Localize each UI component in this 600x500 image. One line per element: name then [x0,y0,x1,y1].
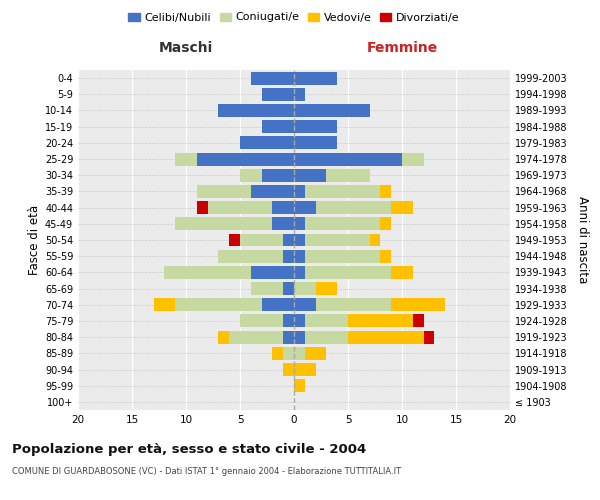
Bar [391,298,445,311]
Bar [305,266,391,279]
Bar [251,282,283,295]
Bar [229,330,283,344]
Bar [262,120,294,133]
Text: Popolazione per età, sesso e stato civile - 2004: Popolazione per età, sesso e stato civil… [12,442,366,456]
Bar [251,185,294,198]
Bar [380,218,391,230]
Bar [316,298,391,311]
Bar [262,88,294,101]
Bar [208,201,272,214]
Bar [305,218,380,230]
Bar [348,314,413,328]
Bar [218,330,229,344]
Bar [154,298,175,311]
Bar [294,104,370,117]
Text: Femmine: Femmine [367,41,437,55]
Bar [283,250,294,262]
Bar [240,169,262,181]
Bar [218,250,283,262]
Bar [305,347,326,360]
Bar [294,282,316,295]
Bar [294,347,305,360]
Bar [326,169,370,181]
Bar [197,201,208,214]
Bar [262,169,294,181]
Bar [294,379,305,392]
Bar [294,363,316,376]
Bar [294,136,337,149]
Bar [175,298,262,311]
Bar [316,282,337,295]
Bar [305,330,348,344]
Bar [164,266,251,279]
Legend: Celibi/Nubili, Coniugati/e, Vedovi/e, Divorziati/e: Celibi/Nubili, Coniugati/e, Vedovi/e, Di… [124,8,464,27]
Bar [391,266,413,279]
Y-axis label: Anni di nascita: Anni di nascita [576,196,589,284]
Bar [262,298,294,311]
Bar [294,314,305,328]
Bar [251,72,294,85]
Y-axis label: Fasce di età: Fasce di età [28,205,41,275]
Bar [380,185,391,198]
Bar [240,314,283,328]
Bar [294,72,337,85]
Bar [348,330,424,344]
Bar [305,234,370,246]
Bar [197,185,251,198]
Text: COMUNE DI GUARDABOSONE (VC) - Dati ISTAT 1° gennaio 2004 - Elaborazione TUTTITAL: COMUNE DI GUARDABOSONE (VC) - Dati ISTAT… [12,468,401,476]
Bar [294,169,326,181]
Bar [272,201,294,214]
Bar [305,250,380,262]
Bar [283,234,294,246]
Bar [272,347,283,360]
Bar [240,234,283,246]
Bar [402,152,424,166]
Bar [294,330,305,344]
Bar [294,185,305,198]
Bar [240,136,294,149]
Bar [380,250,391,262]
Bar [294,88,305,101]
Bar [251,266,294,279]
Bar [305,185,380,198]
Bar [316,201,391,214]
Bar [283,330,294,344]
Bar [229,234,240,246]
Bar [305,314,348,328]
Bar [294,234,305,246]
Bar [175,152,197,166]
Bar [424,330,434,344]
Bar [370,234,380,246]
Bar [283,282,294,295]
Bar [294,201,316,214]
Bar [272,218,294,230]
Bar [294,218,305,230]
Bar [197,152,294,166]
Bar [294,250,305,262]
Bar [175,218,272,230]
Bar [413,314,424,328]
Text: Maschi: Maschi [159,41,213,55]
Bar [218,104,294,117]
Bar [283,347,294,360]
Bar [294,266,305,279]
Bar [294,298,316,311]
Bar [294,120,337,133]
Bar [391,201,413,214]
Bar [283,314,294,328]
Bar [294,152,402,166]
Bar [283,363,294,376]
